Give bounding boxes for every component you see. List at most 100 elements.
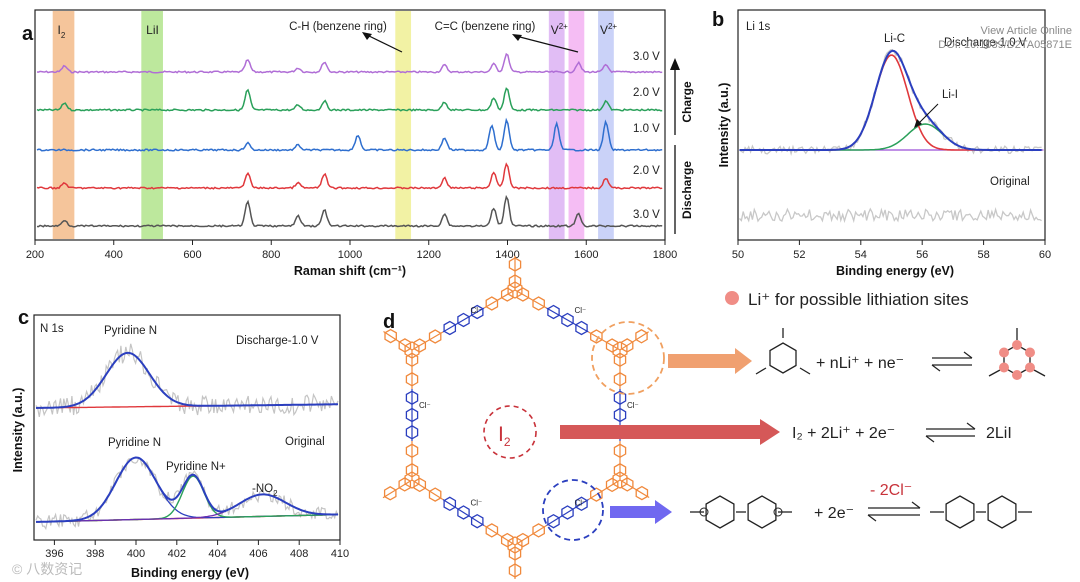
edge4-viologen-ring-1 (405, 407, 419, 423)
li1s-tick-label-2: 54 (855, 249, 867, 261)
lithiation-legend-text: Li⁺ for possible lithiation sites (748, 290, 969, 309)
edge2-viologen-bond (546, 498, 589, 527)
edge3-viologen-ring-0 (470, 513, 484, 529)
eq2-forward-head (966, 422, 976, 430)
vertex5-core (404, 341, 420, 359)
edge4-viologen-ring-2 (405, 390, 419, 405)
vertex4-arm-ring-1 (383, 486, 397, 501)
edge2-arm-b-ring-1 (516, 532, 530, 548)
pyridine-n-label-top: Pyridine N (104, 325, 157, 337)
equilibrium-arrows-1 (931, 351, 973, 372)
li-site-3 (999, 347, 1009, 358)
eq1-forward-head (963, 351, 973, 359)
n1s-tick-label-3: 402 (168, 548, 186, 560)
eq3-forward-head (911, 501, 921, 509)
n1s-x-ticks: 396 398 400 402 404 406 408 410 (45, 540, 349, 560)
vertex2-arm-ring-0 (621, 477, 634, 492)
edge5-arm-b-ring-1 (500, 287, 514, 302)
vertex0-arm-ring-0 (508, 274, 522, 289)
n1s-tick-label-6: 408 (290, 548, 308, 560)
raman-band-2 (395, 11, 412, 239)
viologen-oxidized (690, 495, 792, 529)
li1s-raw-discharge (739, 49, 1042, 156)
raman-tick-label-6: 1400 (495, 249, 519, 261)
vertex2-core (612, 471, 628, 489)
edge5-viologen-ring-2 (470, 304, 484, 320)
raman-tick-label-8: 1800 (653, 249, 677, 261)
mesitylene-methyl-1 (799, 367, 811, 375)
edge2-counterion: Cl⁻ (575, 499, 587, 508)
edge4-viologen-ring-0 (405, 425, 419, 440)
pyridine-nplus-label: Pyridine N+ (166, 461, 226, 473)
edge2-viologen-ring-1 (561, 505, 574, 520)
ch-arrow-line (364, 33, 403, 53)
edge0-viologen-ring-0 (547, 304, 560, 320)
viologen-ox-charge-left (699, 507, 709, 517)
voltage-label-1: 3.0 V (633, 51, 660, 63)
li1s-traces (739, 49, 1044, 224)
edge4-arm-b-ring-1 (405, 352, 419, 368)
i2-center-text: I (498, 423, 504, 446)
edge2-arm-b-ring-0 (532, 523, 545, 538)
eq2-back-head (925, 435, 935, 443)
band-label-main-3: V (551, 23, 559, 37)
edge1-arm-a-ring-1 (613, 372, 627, 387)
vertex4-arm-ring-0 (398, 477, 412, 492)
edge2-viologen-ring-2 (547, 513, 560, 529)
edge2-arm-a-ring-1 (590, 487, 603, 502)
edge4-counterion: Cl⁻ (419, 401, 431, 410)
n1s-tick-label-0: 396 (45, 548, 63, 560)
vertex5-arm-ring-1 (384, 328, 397, 344)
panel-b-xlabel: Binding energy (eV) (836, 264, 954, 278)
cof-framework: Cl⁻ Cl⁻ Cl⁻ Cl⁻ Cl⁻ Cl⁻ (382, 256, 650, 579)
raman-tick-label-7: 1600 (574, 249, 598, 261)
band-label-sub-5: 2+ (608, 22, 617, 31)
n1s-tick-label-1: 398 (86, 548, 104, 560)
vertex1-core (612, 341, 628, 359)
benzene-reaction-arrow (668, 348, 752, 374)
cc-arrow-head (512, 34, 522, 41)
panel-c-n1s: c 396 398 400 402 404 406 408 410 N 1s Discharg… (11, 307, 349, 580)
edge3-viologen-bond (442, 498, 485, 527)
edge4-arm-b-ring-0 (405, 372, 419, 387)
equilibrium-arrows-3 (867, 501, 921, 522)
edge3-viologen-ring-2 (443, 496, 457, 512)
edge3-arm-a-bond (483, 524, 516, 546)
edge3-arm-a-ring-0 (500, 532, 514, 548)
n1s-fit-discharge (35, 351, 338, 409)
edge5-viologen-ring-0 (443, 320, 457, 336)
n1s-fit-original (36, 456, 339, 523)
li1s-x-ticks: 50 52 54 56 58 60 (732, 240, 1051, 261)
li-c-label: Li-C (884, 33, 905, 45)
mesitylene-ring (769, 342, 797, 374)
voltage-label-5: 3.0 V (633, 209, 660, 221)
panel-b-frame (737, 9, 1046, 241)
li1s-peak-lic (739, 54, 1042, 151)
cc-arrow-line (515, 35, 579, 53)
voltage-label-3: 1.0 V (633, 123, 660, 135)
li-site-2 (999, 362, 1009, 373)
edge1-counterion: Cl⁻ (627, 401, 639, 410)
raman-series-1 (36, 87, 663, 112)
panel-d-letter: d (383, 311, 395, 333)
edge0-viologen-ring-2 (575, 320, 588, 336)
edge4-arm-a-ring-1 (405, 443, 419, 459)
raman-series-0 (36, 52, 663, 74)
vertex2-arm-bond (619, 479, 650, 499)
edge1-viologen-ring-0 (613, 390, 627, 405)
edge5-counterion: Cl⁻ (471, 306, 483, 315)
band-label-main-0: I (58, 23, 61, 37)
vertex4-core (404, 471, 420, 489)
viologen-ox-charge-right (773, 507, 783, 517)
reaction3-left: + 2e⁻ (814, 505, 854, 522)
reaction1-text: + nLi⁺ + ne⁻ (816, 355, 904, 372)
vertex5-arm-bond (383, 330, 413, 351)
edge0-arm-b-ring-1 (605, 338, 619, 353)
raman-tick-label-2: 600 (183, 249, 201, 261)
no2-label-sub: 2 (273, 489, 278, 498)
n1s-raw-discharge (35, 343, 339, 418)
lithiated-mesitylene (988, 328, 1046, 380)
li1s-title: Li 1s (746, 21, 771, 33)
raman-series (36, 52, 663, 228)
edge0-arm-a-ring-0 (516, 287, 530, 302)
